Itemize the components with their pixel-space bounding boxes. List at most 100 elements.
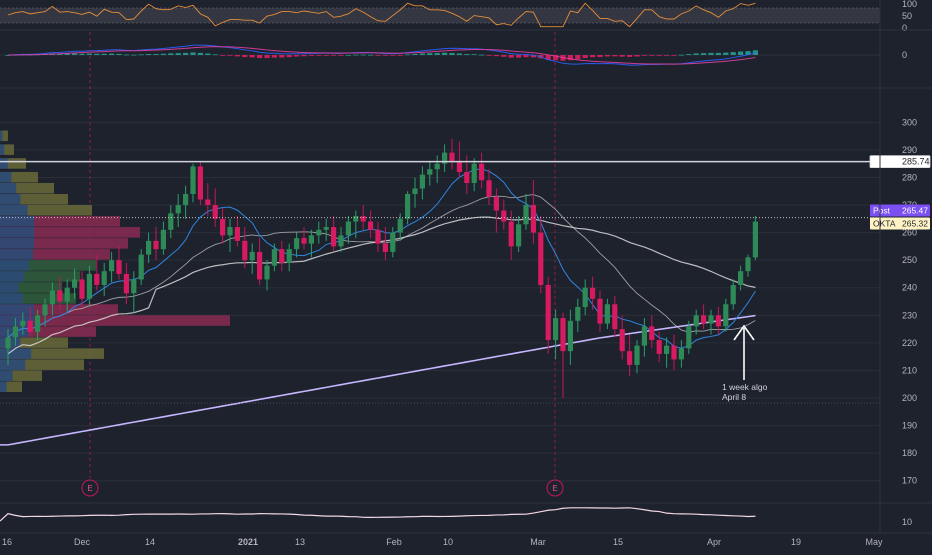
candle-body [27,320,33,332]
macd-zero-tick: 0 [902,50,907,60]
macd-histogram-bar [508,55,514,58]
macd-histogram-bar [153,54,159,55]
candle-body [375,229,381,244]
candle [701,304,707,330]
volume-profile-bar [0,144,14,155]
price-tick-200: 200 [902,393,917,403]
time-tick-apr: Apr [707,537,721,547]
candle [205,182,211,217]
candle-body [271,249,277,266]
macd-histogram-bar [619,55,625,57]
candle [745,254,751,277]
candle-body [671,345,677,360]
earnings-marker-dec[interactable]: E [81,479,99,497]
macd-histogram-bar [597,55,603,58]
candle-body [72,279,78,288]
candle [567,309,573,365]
candle-body [715,315,721,327]
macd-histogram-bar [190,52,196,55]
time-axis: 16 Dec 14 2021 13 Feb 10 Mar 15 Apr 19 May [2,537,883,547]
time-tick-16: 16 [2,537,12,547]
candle [523,194,529,230]
candle-body [338,235,344,247]
macd-histogram-bar [745,51,751,55]
candle-body [738,271,744,285]
macd-histogram-bar [493,55,499,57]
candle-body [449,152,455,161]
macd-histogram-bar [634,55,640,57]
macd-histogram-bar [516,55,522,58]
candle-body [86,273,92,299]
volume-profile-bar [0,194,68,205]
macd-histogram-bar [405,54,411,56]
macd-histogram-bar [449,52,455,55]
candle [590,276,596,310]
earnings-marker-mar[interactable]: E [546,479,564,497]
candle [397,213,403,241]
candle-body [693,315,699,327]
macd-histogram-bar [641,55,647,56]
candle [501,199,507,230]
macd-histogram-bar [434,52,440,55]
candle [234,216,240,247]
candle [160,221,166,255]
ma200-line [0,314,756,446]
candle [227,218,233,252]
macd-histogram-bar [279,55,285,58]
okta-price-value: 265.32 [902,219,928,229]
candle [79,271,85,308]
macd-histogram-bar [368,54,374,56]
candle-body [205,199,211,206]
price-tick-260: 260 [902,228,917,238]
macd-histogram-bar [582,55,588,58]
candle-body [42,304,48,316]
macd-histogram-bar [590,55,596,58]
candle [109,251,115,283]
macd-histogram-bar [693,53,699,55]
candle [12,318,18,346]
earnings-marker-mar-label: E [552,484,557,493]
candle-body [486,180,492,197]
candle [175,194,181,228]
candle-body [301,238,307,244]
macd-histogram-bar [175,53,181,55]
candle [72,268,78,299]
candle [693,309,699,335]
candle-body [160,229,166,250]
macd-histogram-bar [264,55,270,59]
volume-profile-bar-core [0,216,34,227]
candle [153,227,159,261]
macd-histogram-bar [723,52,729,55]
volume-profile-bar [0,271,80,282]
candle-body [146,240,152,255]
macd-histogram-bar [212,54,218,56]
macd-histogram-bar [316,55,322,56]
candle [294,232,300,258]
candle [101,262,107,296]
okta-price-name: OKTA [873,219,896,229]
rsi-tick-100: 100 [902,0,917,9]
volume-profile-bar-core [0,130,3,142]
macd-histogram-bar [523,55,529,58]
candle [516,216,522,252]
candle-body [456,160,462,172]
macd-histogram-bar [471,54,477,56]
okta-price-label: OKTA 265.32 [870,217,930,230]
candle-body [153,240,159,250]
price-tick-230: 230 [902,310,917,320]
candle-body [212,205,218,219]
candle [715,307,721,335]
candle-body [530,205,536,233]
candle-body [382,243,388,252]
candle-body [471,163,477,183]
candle [131,271,137,313]
candle-body [123,273,129,294]
candle [242,227,248,269]
macd-histogram-bar [575,55,581,60]
volume-profile-bar-core [0,205,28,216]
macd-histogram-bar [456,53,462,55]
candle [331,216,337,252]
macd-histogram-bar [738,51,744,55]
macd-histogram-bar [671,55,677,56]
